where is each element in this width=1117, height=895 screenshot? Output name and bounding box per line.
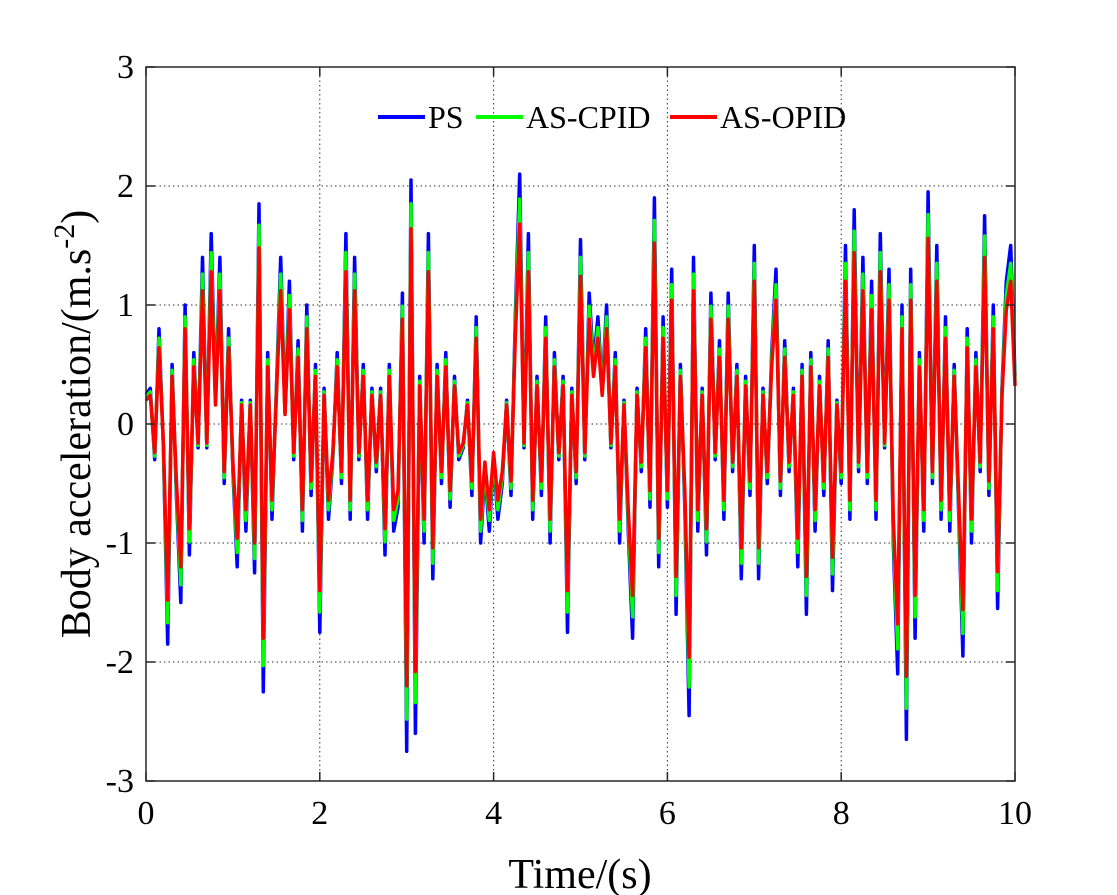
- y-tick-label: 1: [117, 287, 134, 324]
- series-line-as-opid: [144, 222, 1017, 688]
- x-tick-label: 4: [485, 795, 502, 832]
- y-tick-label: 0: [117, 406, 134, 443]
- y-tick-label: -1: [106, 525, 134, 562]
- y-axis-label: Body acceleration/(m.s-2): [48, 210, 100, 639]
- x-tick-label: 2: [311, 795, 328, 832]
- x-tick-label: 10: [998, 795, 1032, 832]
- y-axis-label-main: Body acceleration/(m.s: [54, 249, 100, 639]
- x-tick-label: 0: [138, 795, 155, 832]
- legend-label-as-opid: AS-OPID: [720, 99, 846, 135]
- ticks: [145, 66, 1016, 782]
- y-axis-label-superscript: -2: [48, 224, 81, 249]
- legend-label-ps: PS: [428, 99, 464, 135]
- x-tick-labels: 0 2 4 6 8 10: [138, 795, 1033, 832]
- y-tick-label: -2: [106, 644, 134, 681]
- y-tick-label: 2: [117, 168, 134, 205]
- series-lines: [144, 172, 1017, 754]
- y-axis-label-close: ): [54, 210, 100, 224]
- y-tick-label: 3: [117, 49, 134, 86]
- x-tick-label: 8: [833, 795, 850, 832]
- y-tick-labels: -3 -2 -1 0 1 2 3: [106, 49, 134, 800]
- legend: PS AS-CPID AS-OPID: [378, 99, 846, 135]
- y-tick-label: -3: [106, 763, 134, 800]
- legend-label-as-cpid: AS-CPID: [526, 99, 650, 135]
- x-axis-label: Time/(s): [508, 852, 651, 895]
- x-tick-label: 6: [659, 795, 676, 832]
